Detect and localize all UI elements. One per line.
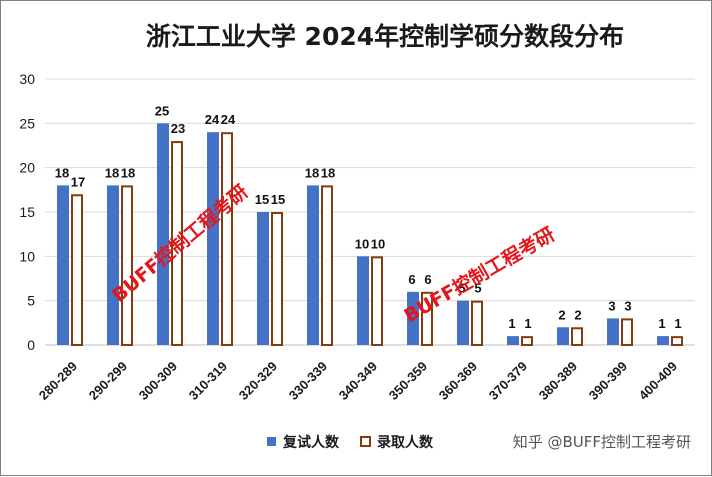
data-label: 6 <box>424 272 431 287</box>
bar-series-1 <box>507 336 519 345</box>
x-category-label: 330-339 <box>286 359 330 403</box>
x-category-label: 300-309 <box>136 359 180 403</box>
x-category-label: 400-409 <box>636 359 680 403</box>
bar-series-2 <box>671 336 683 346</box>
x-category-label: 380-389 <box>536 359 580 403</box>
bar-series-2 <box>271 212 283 346</box>
bar-series-2 <box>471 300 483 346</box>
data-label: 17 <box>71 174 85 189</box>
bar-series-1 <box>357 256 369 345</box>
data-label: 18 <box>305 165 319 180</box>
x-category-label: 280-289 <box>36 359 80 403</box>
data-label: 24 <box>205 112 220 127</box>
bar-series-2 <box>121 185 133 346</box>
data-label: 1 <box>674 316 681 331</box>
bar-series-2 <box>321 185 333 346</box>
legend-label-series-1: 复试人数 <box>282 434 340 451</box>
x-category-label: 360-369 <box>436 359 480 403</box>
x-category-label: 290-299 <box>86 359 130 403</box>
bar-series-2 <box>171 141 183 346</box>
y-axis-ticks: 0 5 10 15 20 25 30 <box>19 71 35 353</box>
x-category-label: 310-319 <box>186 359 230 403</box>
bar-series-2 <box>371 256 383 347</box>
x-category-label: 370-379 <box>486 359 530 403</box>
legend-label-series-2: 录取人数 <box>377 434 434 451</box>
bar-series-1 <box>257 212 269 345</box>
bar-series-2 <box>421 291 433 346</box>
legend-swatch-series-2 <box>360 436 371 447</box>
y-tick-label: 10 <box>19 248 35 264</box>
data-label: 3 <box>608 298 615 313</box>
source-credit: 知乎 @BUFF控制工程考研 <box>513 433 691 451</box>
legend-swatch-series-1 <box>267 437 276 446</box>
bar-series-1 <box>557 327 569 345</box>
data-label: 10 <box>355 236 369 251</box>
data-label: 23 <box>171 121 185 136</box>
bar-series-1 <box>207 132 219 345</box>
y-tick-label: 30 <box>19 71 35 87</box>
data-label: 15 <box>255 192 269 207</box>
y-tick-label: 0 <box>27 337 35 353</box>
bar-series-2 <box>521 336 533 346</box>
data-label: 10 <box>371 236 385 251</box>
bar-series-1 <box>607 318 619 345</box>
data-label: 1 <box>658 316 665 331</box>
bar-series-1 <box>457 300 469 345</box>
bar-series-1 <box>307 185 319 345</box>
x-category-label: 350-359 <box>386 359 430 403</box>
bar-series-1 <box>657 336 669 345</box>
chart-title: 浙江工业大学 2024年控制学硕分数段分布 <box>146 22 624 51</box>
data-label: 1 <box>524 316 531 331</box>
y-tick-label: 5 <box>27 293 35 309</box>
y-tick-label: 15 <box>19 204 35 220</box>
y-tick-label: 25 <box>19 115 35 131</box>
data-label: 5 <box>458 281 465 296</box>
bar-series-1 <box>157 123 169 345</box>
bar-series-1 <box>107 185 119 345</box>
data-label: 5 <box>474 281 481 296</box>
x-category-label: 340-349 <box>336 359 380 403</box>
bar-series-2 <box>621 318 633 346</box>
data-label: 18 <box>121 165 135 180</box>
x-category-label: 320-329 <box>236 359 280 403</box>
data-label: 18 <box>55 165 69 180</box>
bar-series-1 <box>57 185 69 345</box>
legend: 复试人数 录取人数 <box>267 434 434 451</box>
data-label: 24 <box>221 112 236 127</box>
x-category-label: 390-399 <box>586 359 630 403</box>
data-label: 25 <box>155 103 169 118</box>
data-label: 18 <box>105 165 119 180</box>
data-label: 2 <box>574 307 581 322</box>
data-label: 6 <box>408 272 415 287</box>
gridlines <box>45 78 695 346</box>
data-label: 15 <box>271 192 285 207</box>
data-label: 1 <box>508 316 515 331</box>
data-label: 3 <box>624 298 631 313</box>
bar-series-1 <box>407 291 419 345</box>
bar-series-2 <box>71 194 83 346</box>
y-tick-label: 20 <box>19 160 35 176</box>
bar-series-2 <box>221 132 233 346</box>
data-label: 2 <box>558 307 565 322</box>
data-label: 18 <box>321 165 335 180</box>
x-axis-categories: 280-289 290-299 300-309 310-319 320-329 330-3… <box>36 359 680 403</box>
bars <box>57 123 683 347</box>
bar-series-2 <box>571 327 583 346</box>
